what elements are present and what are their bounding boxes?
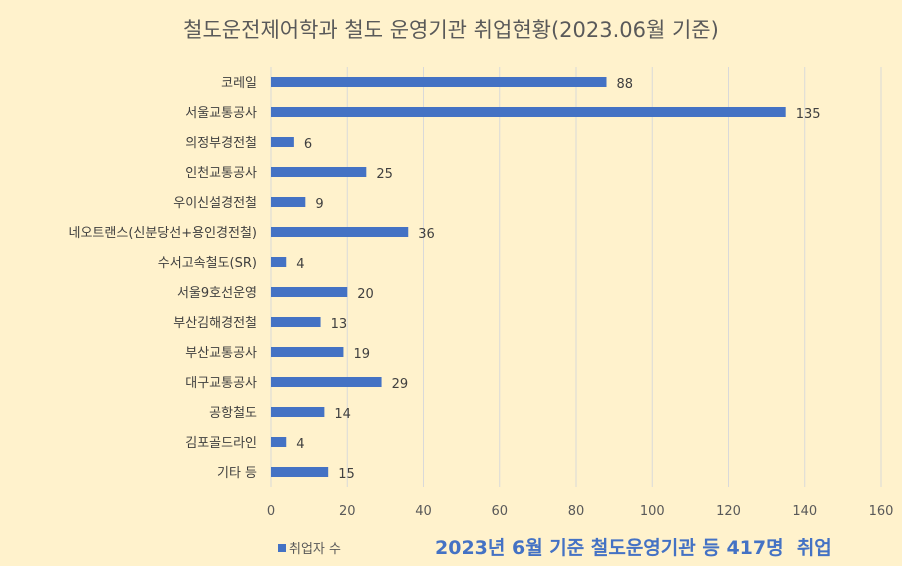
data-label: 19 <box>353 347 370 362</box>
category-label: 공항철도 <box>209 406 257 421</box>
x-tick-label: 0 <box>267 504 275 519</box>
category-label: 부산교통공사 <box>185 346 257 361</box>
data-label: 20 <box>357 287 374 302</box>
legend-swatch <box>278 543 286 552</box>
data-label: 29 <box>392 377 409 392</box>
x-tick-label: 20 <box>339 504 356 519</box>
bar <box>271 77 607 87</box>
category-label: 우이신설경전철 <box>173 196 257 211</box>
data-label: 4 <box>296 437 304 452</box>
data-label: 14 <box>334 407 351 422</box>
data-label: 36 <box>418 227 435 242</box>
summary-annotation: 2023년 6월 기준 철도운영기관 등 417명 취업 <box>435 537 832 559</box>
category-label: 코레일 <box>221 76 257 91</box>
data-label: 6 <box>304 137 312 152</box>
category-label: 기타 등 <box>217 466 257 481</box>
bar <box>271 407 325 417</box>
bar <box>271 377 382 387</box>
x-tick-label: 80 <box>568 504 585 519</box>
category-label: 서울교통공사 <box>185 106 257 121</box>
x-tick-label: 140 <box>792 504 817 519</box>
chart-title: 철도운전제어학과 철도 운영기관 취업현황(2023.06월 기준) <box>183 18 719 42</box>
data-label: 13 <box>331 317 348 332</box>
legend-label: 취업자 수 <box>289 542 341 557</box>
bar <box>271 227 409 237</box>
x-tick-label: 60 <box>491 504 508 519</box>
data-label: 25 <box>376 167 393 182</box>
category-label: 대구교통공사 <box>185 376 257 391</box>
legend: 취업자 수 <box>278 538 341 557</box>
category-label: 네오트랜스(신분당선+용인경전철) <box>69 226 257 241</box>
bar <box>271 287 348 297</box>
data-label: 88 <box>617 77 634 92</box>
bar <box>271 107 786 117</box>
bar <box>271 347 344 357</box>
bar <box>271 257 287 267</box>
data-label: 9 <box>315 197 323 212</box>
x-tick-label: 40 <box>415 504 432 519</box>
bar <box>271 167 367 177</box>
category-label: 수서고속철도(SR) <box>158 256 257 271</box>
x-tick-label: 100 <box>640 504 665 519</box>
bar <box>271 317 321 327</box>
bar <box>271 437 287 447</box>
category-label: 서울9호선운영 <box>177 286 257 301</box>
bar <box>271 137 294 147</box>
category-label: 부산김해경전철 <box>173 316 257 331</box>
data-label: 15 <box>338 467 355 482</box>
data-label: 135 <box>796 107 821 122</box>
category-label: 인천교통공사 <box>185 166 257 181</box>
x-tick-label: 160 <box>869 504 894 519</box>
data-label: 4 <box>296 257 304 272</box>
bar <box>271 197 306 207</box>
category-label: 의정부경전철 <box>185 136 257 151</box>
x-tick-label: 120 <box>716 504 741 519</box>
bar <box>271 467 329 477</box>
category-label: 김포골드라인 <box>185 436 257 451</box>
